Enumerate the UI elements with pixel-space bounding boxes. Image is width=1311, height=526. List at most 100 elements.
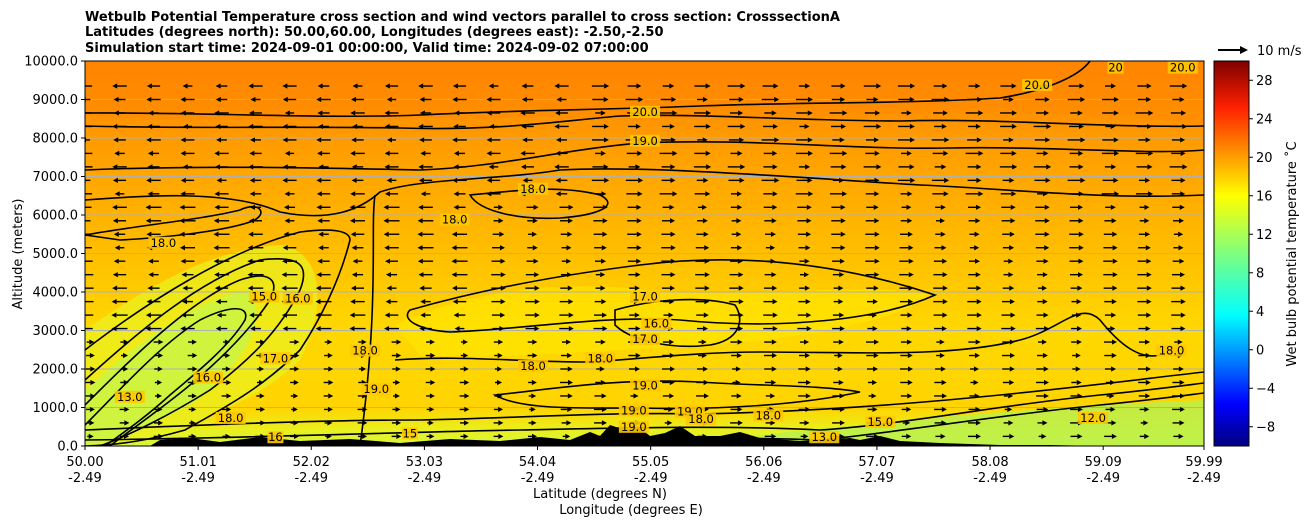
wind-vector-head [522, 177, 528, 183]
x-tick-label-lat: 53.03 [406, 455, 443, 470]
wind-vector-head [497, 393, 503, 399]
wind-vector-head [599, 366, 605, 372]
wind-vector-head [1008, 137, 1014, 143]
wind-vector-head [90, 379, 96, 386]
wind-vector-head [669, 339, 675, 345]
wind-vector-head [705, 123, 711, 130]
wind-vector-head [147, 123, 153, 130]
wind-vector-head [907, 231, 913, 237]
wind-vector-head [226, 393, 232, 399]
wind-vector-head [737, 339, 743, 345]
y-axis: 0.0 1000.0 2000.0 3000.0 4000.0 5000.0 6000.0 7… [24, 55, 85, 455]
wind-vector-head [839, 272, 845, 278]
wind-vector-head [909, 137, 915, 143]
wind-vector-head [975, 339, 981, 345]
wind-vector-head [565, 433, 571, 439]
wind-vector-head [940, 231, 946, 237]
wind-vector-head [179, 204, 185, 210]
wind-vector-head [1144, 218, 1150, 224]
wind-vector-head [1178, 433, 1184, 439]
wind-vector-head [1044, 231, 1050, 237]
wind-vector-head [532, 339, 538, 345]
wind-vector-head [839, 406, 845, 413]
wind-vector-head [488, 164, 494, 170]
contour-label-bg [630, 290, 661, 303]
wind-vector-head [670, 258, 676, 264]
wind-vector-head [772, 285, 778, 291]
wind-vector-head [1044, 96, 1050, 103]
wind-vector-head [942, 312, 948, 318]
wind-vector-head [736, 352, 742, 359]
wind-vector-head [1146, 312, 1152, 318]
wind-vector-head [215, 299, 221, 305]
wind-vector-head [214, 164, 220, 170]
colorbar-tick-label: 4 [1256, 305, 1264, 320]
wind-vector-head [326, 433, 332, 439]
wind-vector-head [600, 379, 606, 386]
wind-vector-head [349, 204, 355, 210]
wind-vector-head [112, 123, 118, 130]
wind-vector-head [1111, 352, 1117, 359]
wind-vector-head [182, 164, 188, 170]
wind-vector-head [147, 285, 153, 291]
wind-vector-head [226, 406, 232, 413]
wind-vector-head [975, 420, 981, 426]
wind-vector-head [908, 258, 914, 264]
wind-vector-head [464, 420, 470, 426]
wind-vector-head [1180, 312, 1186, 318]
x-tick-label-lat: 59.09 [1085, 455, 1122, 470]
wind-vector-head [603, 96, 609, 103]
wind-vector-head [842, 191, 848, 197]
wind-vector-head [531, 420, 537, 426]
wind-vector-head [978, 150, 984, 156]
wind-vector-head [520, 110, 526, 116]
wind-vector-head [976, 137, 982, 143]
wind-vector-head [771, 352, 777, 359]
wind-vector-head [703, 379, 709, 386]
contour-label: 18.0 [755, 408, 781, 422]
wind-vector-head [736, 231, 742, 237]
wind-vector-head [351, 137, 357, 143]
wind-vector-head [1011, 123, 1017, 130]
wind-vector-head [387, 137, 393, 143]
wind-vector-head [738, 312, 744, 318]
wind-vector-head [282, 137, 288, 143]
contour-label-bg [585, 352, 616, 365]
wind-vector-head [908, 299, 914, 305]
contour-label-bg [618, 404, 649, 417]
wind-vector-head [249, 204, 255, 210]
wind-vector-head [213, 218, 219, 224]
wind-vector-head [636, 245, 642, 251]
wind-vector-head [600, 285, 606, 291]
wind-vector-head [396, 433, 402, 439]
wind-vector-head [907, 312, 913, 318]
contour-label: 19.0 [621, 403, 647, 417]
wind-vector-head [943, 150, 949, 156]
wind-vector-head [669, 123, 675, 130]
wind-vector-head [670, 245, 676, 251]
wind-vector-head [145, 312, 151, 318]
y-tick-label: 5000.0 [33, 247, 79, 262]
wind-vector-head [636, 231, 642, 237]
wind-vector-head [452, 299, 458, 305]
contour-label: 13.0 [811, 430, 837, 444]
wind-vector-head [383, 218, 389, 224]
contour-label: 18.0 [1159, 344, 1185, 358]
wind-vector-head [213, 231, 219, 237]
wind-vector-head [805, 379, 811, 386]
wind-vector-head [521, 83, 527, 89]
wind-vector-head [770, 258, 776, 264]
wind-vector-head [463, 366, 469, 372]
wind-vector-head [771, 366, 777, 372]
contour-label-bg [1167, 61, 1198, 74]
wind-vector-head [248, 164, 254, 170]
wind-vector-head [941, 379, 947, 386]
wind-vector-head [89, 406, 95, 413]
wind-vector-head [772, 325, 778, 332]
wind-vector-head [282, 245, 288, 251]
x-axis: 50.00-2.4951.01-2.4952.02-2.4953.03-2.49… [66, 446, 1223, 486]
wind-vector-head [807, 177, 813, 183]
wind-vector-head [568, 299, 574, 305]
wind-vector-head [906, 325, 912, 332]
wind-vector-head [497, 366, 503, 372]
